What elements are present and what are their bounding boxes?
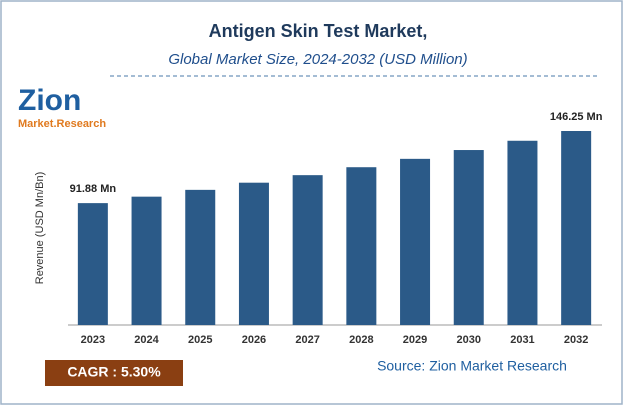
logo-brand: Zion <box>18 84 81 117</box>
bar <box>292 175 323 325</box>
bar <box>131 196 162 325</box>
x-tick-label: 2030 <box>457 334 481 346</box>
source: Source: Zion Market Research <box>377 358 567 374</box>
chart-title: Antigen Skin Test Market, <box>209 21 428 41</box>
bar <box>238 182 269 325</box>
x-tick-label: 2032 <box>564 334 588 346</box>
cagr: CAGR : 5.30% <box>67 364 161 380</box>
x-tick-label: 2031 <box>510 334 534 346</box>
value-label: 146.25 Mn <box>550 111 603 123</box>
x-tick-label: 2028 <box>349 334 373 346</box>
bar <box>77 203 108 325</box>
bar <box>400 158 431 325</box>
x-tick-label: 2027 <box>295 334 319 346</box>
x-tick-label: 2023 <box>81 334 105 346</box>
bar <box>185 189 216 325</box>
bar <box>346 167 377 325</box>
x-tick-label: 2024 <box>134 334 159 346</box>
y-axis-label: Revenue (USD Mn/Bn) <box>34 172 46 285</box>
value-label: 91.88 Mn <box>70 183 117 195</box>
bar <box>453 150 484 325</box>
x-tick-label: 2025 <box>188 334 212 346</box>
cagr-box <box>45 360 183 386</box>
bar <box>507 140 538 325</box>
chart-subtitle: Global Market Size, 2024-2032 (USD Milli… <box>168 51 467 68</box>
x-tick-label: 2026 <box>242 334 266 346</box>
x-tick-label: 2029 <box>403 334 427 346</box>
bar <box>561 131 592 325</box>
logo-tagline: Market.Research <box>18 118 106 130</box>
